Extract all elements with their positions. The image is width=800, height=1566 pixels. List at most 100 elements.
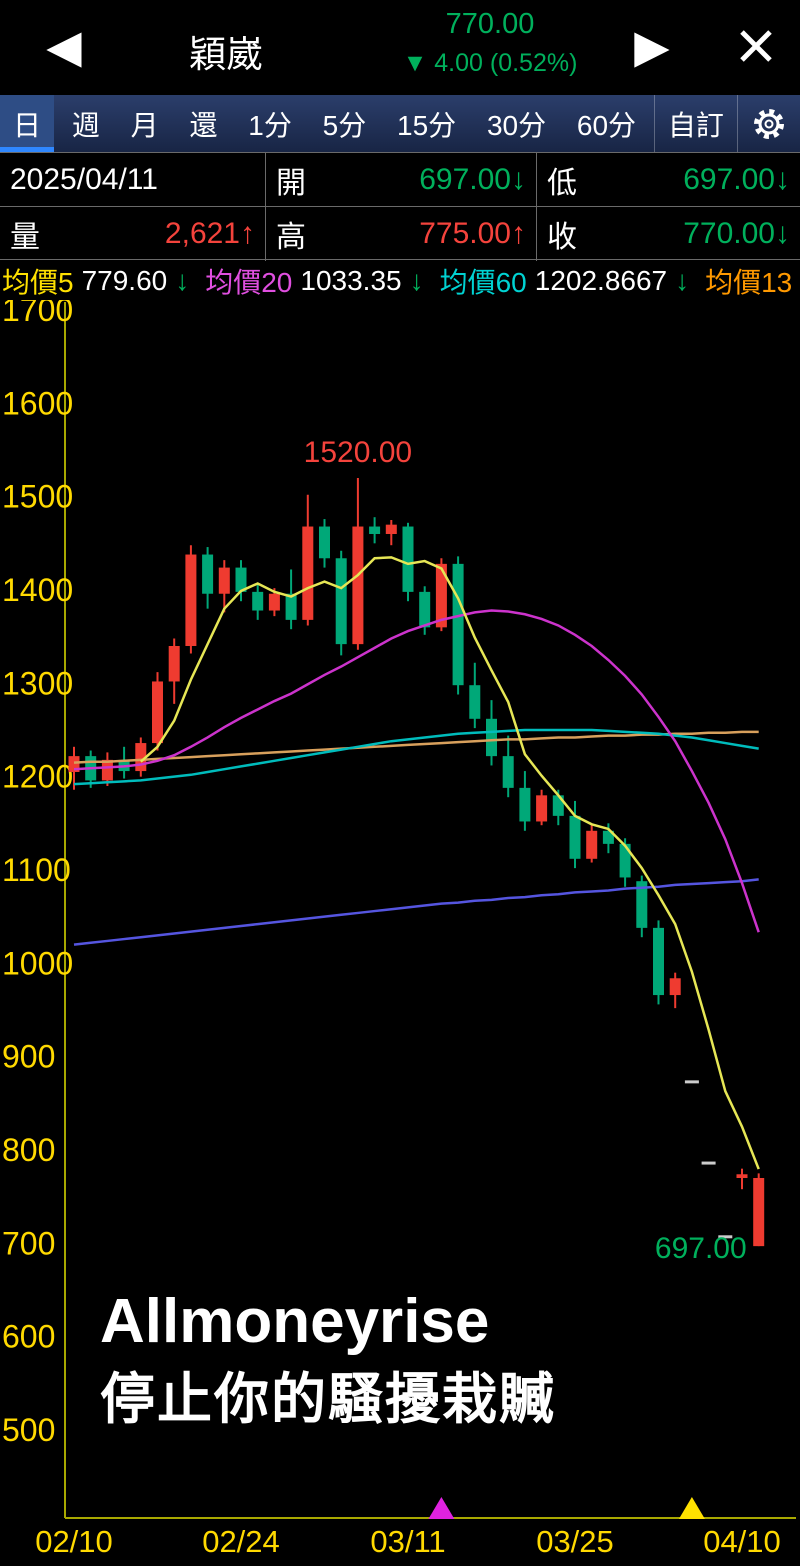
quote-high-label: 高 [276,221,306,254]
tab-bar: 日週月還 1分 5分 15分 30分 60分 自訂 [0,95,800,152]
header: ◀ 穎崴 770.00 ▼ 4.00 (0.52%) ▶ [0,0,800,95]
quote-open-cell: 開 697.00↓ [266,153,537,207]
ma-line-ma240 [73,878,759,946]
back-button[interactable]: ◀ [28,8,100,84]
tab-自訂[interactable]: 自訂 [653,95,737,152]
price-change: ▼ 4.00 (0.52%) [340,49,640,78]
current-price: 770.00 [445,8,535,40]
candle-body [235,567,247,592]
quote-date-cell: 2025/04/11 [0,153,266,207]
quote-high-value: 775.00↑ [419,217,526,250]
tab-5分[interactable]: 5分 [322,109,367,141]
tab-15分[interactable]: 15分 [397,109,457,141]
event-marker [678,1497,705,1519]
tab-60分[interactable]: 60分 [576,109,637,141]
candle-body [452,563,464,686]
ma-legend-ma5: 均價5 779.60 ↓ [2,261,189,300]
candle-body [486,718,497,757]
candle-body [152,681,163,744]
back-arrow-icon: ◀ [46,20,82,72]
candle-body [736,1174,748,1178]
candle-body [619,843,631,878]
y-tick-label: 1200 [2,759,73,795]
quote-low-value: 697.00↓ [683,162,790,196]
ma-legend: 均價5 779.60 ↓ 均價20 1033.35 ↓ 均價60 1202.8667 ↓ 均價13 [0,261,800,300]
y-tick-label: 1500 [2,479,73,515]
quote-low-label: 低 [547,166,577,200]
quote-grid: 2025/04/11 開 697.00↓ 低 697.00↓ 量 2,621↑ 高 775.00… [0,152,800,261]
event-marker [428,1497,455,1519]
candle-body [636,881,648,928]
quote-open-label: 開 [276,166,306,200]
change-text: 4.00 (0.52%) [434,49,578,77]
watermark-line1: Allmoneyrise [100,1287,490,1356]
candle-body [419,591,431,628]
tab-還[interactable]: 還 [189,109,218,141]
quote-volume-label: 量 [10,221,40,254]
quote-close-label: 收 [547,221,577,254]
y-tick-label: 600 [2,1319,55,1355]
candle-body [469,685,481,719]
candle-body [669,978,681,996]
quote-close-value: 770.00↓ [683,217,790,250]
settings-button[interactable] [737,95,800,152]
y-tick-label: 1600 [2,385,73,421]
ma-legend-ma20: 均價20 1033.35 ↓ [205,261,423,300]
chart-area[interactable]: 1700 1600 1500 1400 1300 1200 1100 1000 900 800 70… [0,292,800,1561]
quote-open-value: 697.00↓ [419,162,526,196]
ma-legend-ma5-label: 均價5 [2,266,74,298]
ma-legend-ma13: 均價13 [705,261,792,300]
candle-body [435,563,447,628]
forward-button[interactable]: ▶ [616,8,688,84]
tab-日[interactable]: 日 [0,95,55,152]
stock-title: 穎崴 [189,34,263,75]
candle-body [536,795,548,822]
ma-line-ma20 [73,609,760,933]
quote-volume-cell: 量 2,621↑ [0,207,266,261]
tab-月[interactable]: 月 [130,109,159,141]
ma-legend-ma60: 均價60 1202.8667 ↓ [440,261,690,300]
close-button[interactable] [720,8,792,84]
candle-body [653,927,664,996]
y-tick-label: 800 [2,1132,55,1168]
candle-body [569,815,581,859]
x-tick-label: 03/25 [536,1524,614,1559]
y-tick-label: 1100 [2,852,71,888]
y-tick-label: 1400 [2,572,73,608]
tab-1分[interactable]: 1分 [248,109,292,141]
y-tick-label: 1000 [2,945,73,981]
ma-legend-ma60-label: 均價60 [439,266,527,298]
candle-body [502,756,514,788]
price-block: 770.00 ▼ 4.00 (0.52%) [340,8,640,78]
candle-body [519,787,531,822]
ma-legend-ma60-arrow-icon: ↓ [675,264,690,296]
y-tick-label: 700 [2,1225,55,1261]
candle-body [586,830,598,859]
y-tick-label: 1700 [2,300,73,328]
x-tick-label: 04/10 [703,1524,781,1559]
x-tick-label: 02/24 [202,1524,280,1559]
candle-body [285,593,297,620]
tab-30分[interactable]: 30分 [486,109,547,141]
candle-body [185,554,197,646]
candle-body [302,526,314,620]
candlestick-chart-svg[interactable]: 1700 1600 1500 1400 1300 1200 1100 1000 900 800 70… [0,292,800,1561]
y-tick-label: 500 [2,1412,55,1448]
candle-body [402,526,414,592]
candle-body [218,567,230,594]
y-tick-label: 1300 [2,665,73,701]
ma-legend-ma5-value: 779.60 [81,264,168,296]
candle-body [135,743,147,772]
ma-legend-ma20-value: 1033.35 [300,264,402,296]
candle-body [602,830,614,844]
tab-週[interactable]: 週 [71,109,100,141]
close-icon [740,30,772,62]
ma-legend-ma20-arrow-icon: ↓ [409,264,424,296]
ma-line-ma60 [73,728,759,786]
down-triangle-icon: ▼ [402,49,428,77]
ma-legend-ma20-label: 均價20 [205,266,293,298]
ma-legend-ma60-value: 1202.8667 [534,264,668,296]
tab-list: 日週月還 1分 5分 15分 30分 60分 自訂 [0,95,737,152]
candle-body [68,756,80,772]
quote-close-cell: 收 770.00↓ [537,207,800,261]
